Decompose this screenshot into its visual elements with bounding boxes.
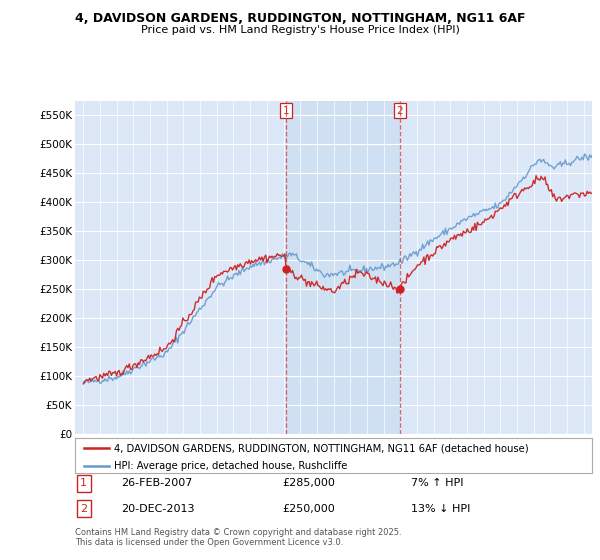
Text: 2: 2: [397, 106, 403, 116]
Text: 1: 1: [283, 106, 289, 116]
Text: 20-DEC-2013: 20-DEC-2013: [122, 504, 195, 514]
Text: 4, DAVIDSON GARDENS, RUDDINGTON, NOTTINGHAM, NG11 6AF (detached house): 4, DAVIDSON GARDENS, RUDDINGTON, NOTTING…: [114, 443, 529, 453]
Text: 2: 2: [80, 504, 87, 514]
Text: 1: 1: [80, 478, 87, 488]
Text: £250,000: £250,000: [282, 504, 335, 514]
Text: £285,000: £285,000: [282, 478, 335, 488]
Text: 7% ↑ HPI: 7% ↑ HPI: [411, 478, 464, 488]
Text: 26-FEB-2007: 26-FEB-2007: [122, 478, 193, 488]
Text: Contains HM Land Registry data © Crown copyright and database right 2025.
This d: Contains HM Land Registry data © Crown c…: [75, 528, 401, 547]
Bar: [286, 101, 400, 434]
Text: HPI: Average price, detached house, Rushcliffe: HPI: Average price, detached house, Rush…: [114, 460, 347, 470]
Text: 4, DAVIDSON GARDENS, RUDDINGTON, NOTTINGHAM, NG11 6AF: 4, DAVIDSON GARDENS, RUDDINGTON, NOTTING…: [75, 12, 525, 25]
Text: 13% ↓ HPI: 13% ↓ HPI: [411, 504, 470, 514]
Text: Price paid vs. HM Land Registry's House Price Index (HPI): Price paid vs. HM Land Registry's House …: [140, 25, 460, 35]
